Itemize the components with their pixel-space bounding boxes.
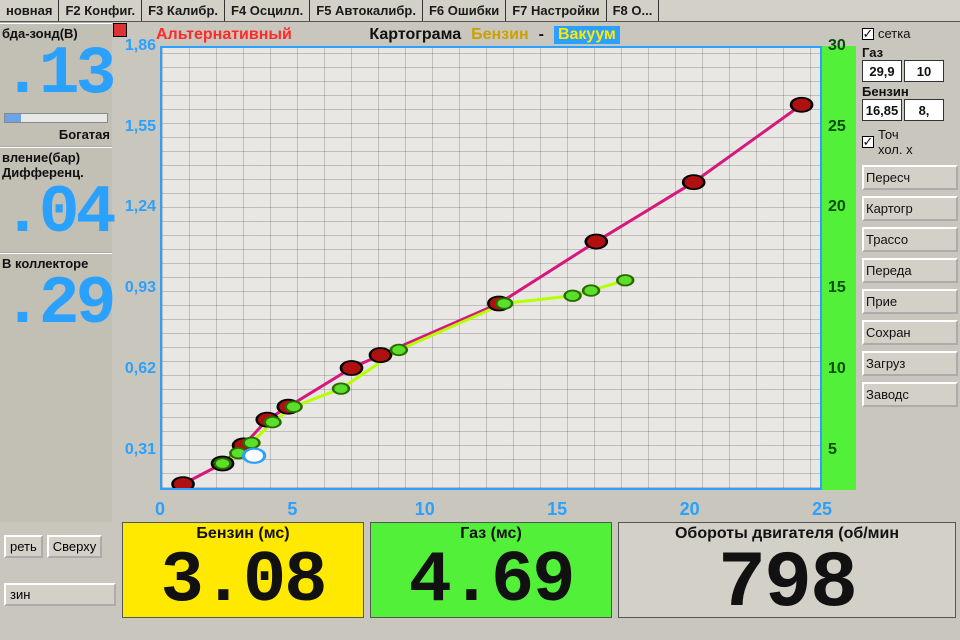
right-button-5[interactable]: Сохран [862, 320, 958, 345]
chart-title-kart: Картограма [369, 26, 461, 44]
checkbox-idle-label1: Точ [878, 127, 899, 142]
readout-gas: Газ (мс) 4.69 [370, 522, 612, 618]
ytick-right: 25 [828, 118, 846, 136]
readout-benzin: Бензин (мс) 3.08 [122, 522, 364, 618]
benzin-value-2[interactable]: 8, [904, 99, 944, 121]
ytick-left: 0,31 [125, 441, 156, 459]
xtick: 0 [155, 499, 165, 520]
tab-autocal[interactable]: F5 Автокалибр. [310, 0, 423, 21]
chart-title-benzin: Бензин [471, 26, 529, 44]
checkbox-grid[interactable]: ✓сетка [862, 26, 958, 41]
xtick: 5 [287, 499, 297, 520]
right-button-0[interactable]: Пересч [862, 165, 958, 190]
pressure-value: .04 [2, 180, 110, 248]
lambda-slider[interactable] [4, 113, 108, 123]
bottom-readouts: реть Сверху зин Бензин (мс) 3.08 Газ (мс… [0, 522, 960, 618]
ytick-right: 10 [828, 360, 846, 378]
ytick-right: 5 [828, 441, 837, 459]
readout-rpm: Обороты двигателя (об/мин 798 [618, 522, 956, 618]
benzin-value-1[interactable]: 16,85 [862, 99, 902, 121]
checkbox-idle-label2: хол. х [878, 142, 913, 157]
tab-oscill[interactable]: F4 Осцилл. [225, 0, 310, 21]
readout-benzin-value: 3.08 [123, 545, 363, 617]
right-button-7[interactable]: Заводс [862, 382, 958, 407]
readout-gas-value: 4.69 [371, 545, 611, 617]
xtick: 20 [680, 499, 700, 520]
chart-title-vacuum: Вакуум [554, 26, 620, 44]
right-button-6[interactable]: Загруз [862, 351, 958, 376]
ytick-right: 15 [828, 279, 846, 297]
chart-panel: Альтернативный Картограма Бензин - Вакуу… [112, 22, 860, 522]
y-axis-left: 1,861,551,240,930,620,31 [116, 46, 160, 490]
ytick-left: 0,62 [125, 360, 156, 378]
checkbox-idle[interactable]: ✓ Точ хол. х [862, 127, 958, 157]
chart-title-alt: Альтернативный [156, 26, 292, 44]
right-button-3[interactable]: Переда [862, 258, 958, 283]
btn-top[interactable]: Сверху [47, 535, 102, 558]
btn-zin[interactable]: зин [4, 583, 116, 606]
ytick-right: 30 [828, 37, 846, 55]
tab-calibr[interactable]: F3 Калибр. [142, 0, 225, 21]
right-button-2[interactable]: Трассо [862, 227, 958, 252]
x-axis: 0510152025 [160, 494, 822, 522]
ytick-left: 1,55 [125, 118, 156, 136]
collector-value: .29 [2, 271, 110, 339]
tab-about[interactable]: F8 О... [607, 0, 660, 21]
chart-plot-area[interactable] [160, 46, 822, 490]
pressure-title1: вление(бар) [2, 150, 110, 165]
legend-swatch [113, 23, 127, 37]
lambda-value: .13 [2, 41, 110, 109]
right-button-1[interactable]: Картогр [862, 196, 958, 221]
xtick: 10 [415, 499, 435, 520]
benzin-label: Бензин [862, 84, 958, 99]
ytick-right: 20 [828, 198, 846, 216]
ytick-left: 0,93 [125, 279, 156, 297]
tab-errors[interactable]: F6 Ошибки [423, 0, 506, 21]
right-sidebar: ✓сетка Газ 29,9 10 Бензин 16,85 8, ✓ Точ… [860, 22, 960, 522]
ytick-left: 1,24 [125, 198, 156, 216]
ytick-left: 1,86 [125, 37, 156, 55]
tab-bar: новная F2 Конфиг. F3 Калибр. F4 Осцилл. … [0, 0, 960, 22]
gas-value-2[interactable]: 10 [904, 60, 944, 82]
tab-main[interactable]: новная [0, 0, 59, 21]
right-button-4[interactable]: Прие [862, 289, 958, 314]
left-sidebar: бда-зонд(В) .13 Богатая вление(бар) Дифф… [0, 22, 112, 522]
tab-settings[interactable]: F7 Настройки [506, 0, 606, 21]
gas-label: Газ [862, 45, 958, 60]
lambda-slider-label: Богатая [2, 127, 110, 142]
tab-config[interactable]: F2 Конфиг. [59, 0, 142, 21]
btn-ret[interactable]: реть [4, 535, 43, 558]
xtick: 25 [812, 499, 832, 520]
gas-value-1[interactable]: 29,9 [862, 60, 902, 82]
readout-rpm-value: 798 [619, 545, 955, 625]
checkbox-grid-label: сетка [878, 26, 910, 41]
y-axis-right: 30252015105 [822, 46, 856, 490]
xtick: 15 [547, 499, 567, 520]
